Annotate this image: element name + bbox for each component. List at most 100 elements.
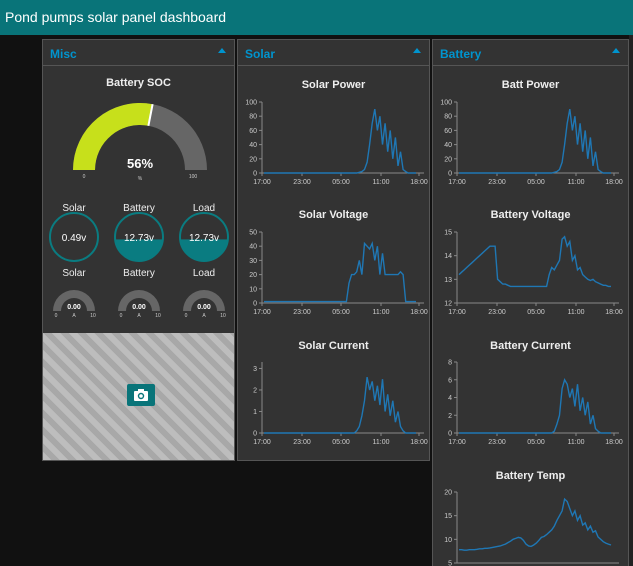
- battery_voltage-series-line: [458, 235, 611, 288]
- solar_power-svg: 0 20 40 60 80 100 17:00 23:00 05:00 11:00 18:00: [245, 100, 428, 187]
- solar-current-title: Solar Current: [298, 340, 369, 352]
- solar_current-y-tick-label: 2: [253, 387, 257, 394]
- battery-soc-gauge: 56% 0 % 100: [73, 103, 207, 182]
- solar_voltage-x-tick-label: 11:00: [373, 309, 390, 316]
- battery_temp-svg: 5 10 15 20: [444, 490, 619, 566]
- camera-icon: [134, 389, 148, 401]
- level-label-load: Load: [192, 203, 216, 214]
- solar_voltage-x-tick-label: 05:00: [332, 309, 350, 316]
- battery_current-x-tick-label: 11:00: [568, 439, 585, 446]
- batt_power-y-tick-label: 60: [444, 128, 452, 135]
- level-fill-battery: [115, 239, 163, 261]
- current-max-solar: 10: [90, 313, 96, 319]
- batt_power-y-tick-label: 20: [444, 156, 452, 163]
- misc-group-header[interactable]: Misc: [43, 40, 234, 66]
- battery_temp-y-tick-label: 5: [448, 561, 452, 566]
- dashboard-title: Pond pumps solar panel dashboard: [5, 9, 227, 25]
- battery_current-y-tick-label: 0: [448, 431, 452, 438]
- solar-group: Solar Solar Power 0 20 40 60 80 100 17:00 23:00…: [237, 39, 430, 461]
- current-unit-load: A: [202, 313, 206, 319]
- level-label-solar: Solar: [62, 203, 86, 214]
- solar_voltage-y-tick-label: 40: [249, 244, 257, 251]
- page-scrollbar[interactable]: [629, 35, 633, 566]
- solar_power-y-tick-label: 60: [249, 128, 257, 135]
- battery_voltage-y-tick-label: 13: [444, 277, 452, 284]
- solar_current-x-tick-label: 18:00: [410, 439, 428, 446]
- batt_power-y-tick-label: 40: [444, 142, 452, 149]
- solar_current-y-tick-label: 1: [253, 409, 257, 416]
- solar_voltage-svg: 0 10 20 30 40 50 17:00 23:00 05:00 11:00 18:00: [249, 230, 428, 317]
- solar_power-y-tick-label: 80: [249, 114, 257, 121]
- level-value-battery: 12.73v: [124, 233, 154, 244]
- batt_power-x-tick-label: 17:00: [448, 179, 466, 186]
- camera-button[interactable]: [127, 384, 155, 406]
- battery-group-header[interactable]: Battery: [433, 40, 628, 66]
- battery_current-y-tick-label: 2: [448, 413, 452, 420]
- camera-snapshot-area[interactable]: [43, 333, 234, 460]
- battery_current-x-tick-label: 18:00: [605, 439, 623, 446]
- battery_current-x-tick-label: 05:00: [527, 439, 545, 446]
- soc-gauge-fill: [73, 103, 153, 170]
- current-unit-solar: A: [72, 313, 76, 319]
- batt_power-svg: 0 20 40 60 80 100 17:00 23:00 05:00 11:00 18:00: [440, 100, 623, 187]
- current-gauges: 0.00 0 A 10 0.00 0 A 10 0.00 0 A 10: [53, 290, 226, 319]
- solar_current-series-line: [264, 376, 416, 434]
- current-gauge-battery: 0.00 0 A 10: [118, 290, 161, 319]
- battery_voltage-y-tick-label: 12: [444, 301, 452, 308]
- current-label-battery: Battery: [123, 268, 155, 279]
- level-gauge-battery: 12.73v: [114, 212, 164, 262]
- current-gauge-load: 0.00 0 A 10: [183, 290, 226, 319]
- level-gauges: 0.49v 12.73v 12.73v: [49, 212, 229, 262]
- battery-current-chart: 0 2 4 6 8 17:00 23:00 05:00 11:00 18:00: [433, 356, 626, 447]
- chevron-up-icon[interactable]: [413, 48, 421, 53]
- solar_voltage-y-tick-label: 30: [249, 258, 257, 265]
- battery_temp-y-tick-label: 15: [444, 513, 452, 520]
- solar_power-y-tick-label: 100: [245, 100, 257, 107]
- battery_temp-y-tick-label: 10: [444, 537, 452, 544]
- solar_power-x-tick-label: 18:00: [410, 179, 428, 186]
- current-min-solar: 0: [55, 313, 58, 319]
- solar_voltage-y-tick-label: 50: [249, 230, 257, 237]
- chevron-up-icon[interactable]: [612, 48, 620, 53]
- battery-voltage-title: Battery Voltage: [490, 209, 571, 221]
- current-max-load: 10: [220, 313, 226, 319]
- battery_current-y-tick-label: 4: [448, 395, 452, 402]
- current-gauge-solar: 0.00 0 A 10: [53, 290, 96, 319]
- misc-group-title: Misc: [50, 47, 77, 61]
- solar_power-series-line: [264, 108, 416, 174]
- solar-power-chart: 0 20 40 60 80 100 17:00 23:00 05:00 11:00 18:00: [238, 96, 431, 187]
- solar-group-header[interactable]: Solar: [238, 40, 429, 66]
- solar_voltage-series-line: [264, 241, 416, 303]
- battery_current-svg: 0 2 4 6 8 17:00 23:00 05:00 11:00 18:00: [448, 360, 623, 447]
- solar_power-y-tick-label: 20: [249, 156, 257, 163]
- solar_voltage-x-tick-label: 23:00: [293, 309, 311, 316]
- batt-power-title: Batt Power: [501, 79, 560, 91]
- solar_current-y-tick-label: 0: [253, 431, 257, 438]
- battery_current-y-tick-label: 6: [448, 377, 452, 384]
- battery_voltage-x-tick-label: 18:00: [605, 309, 623, 316]
- solar-voltage-chart: 0 10 20 30 40 50 17:00 23:00 05:00 11:00 18:00: [238, 226, 431, 317]
- batt_power-x-tick-label: 23:00: [488, 179, 506, 186]
- chevron-up-icon[interactable]: [218, 48, 226, 53]
- current-min-battery: 0: [120, 313, 123, 319]
- solar_voltage-y-tick-label: 10: [249, 286, 257, 293]
- batt_power-series-line: [459, 108, 611, 174]
- batt_power-y-tick-label: 80: [444, 114, 452, 121]
- level-gauge-load: 12.73v: [179, 212, 229, 262]
- level-label-battery: Battery: [123, 203, 155, 214]
- current-max-battery: 10: [155, 313, 161, 319]
- current-label-solar: Solar: [62, 268, 86, 279]
- soc-value: 56%: [127, 156, 153, 171]
- level-fill-load: [180, 239, 228, 261]
- current-min-load: 0: [185, 313, 188, 319]
- batt_power-y-tick-label: 100: [440, 100, 452, 107]
- solar_current-x-tick-label: 23:00: [293, 439, 311, 446]
- battery-group-title: Battery: [440, 47, 482, 61]
- battery_voltage-x-tick-label: 23:00: [488, 309, 506, 316]
- batt_power-y-tick-label: 0: [448, 171, 452, 178]
- batt_power-x-tick-label: 05:00: [527, 179, 545, 186]
- battery_voltage-svg: 12 13 14 15 17:00 23:00 05:00 11:00 18:00: [444, 230, 623, 317]
- battery_current-x-tick-label: 23:00: [488, 439, 506, 446]
- battery-temp-title: Battery Temp: [495, 470, 566, 482]
- battery_temp-y-tick-label: 20: [444, 490, 452, 497]
